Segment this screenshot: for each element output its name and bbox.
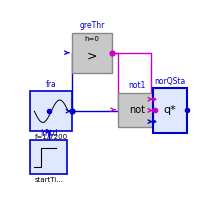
FancyBboxPatch shape [118,93,155,127]
Text: norQSta: norQSta [154,77,186,86]
FancyBboxPatch shape [153,88,187,133]
Text: >: > [87,49,97,62]
Polygon shape [153,109,156,112]
Text: not: not [129,105,145,115]
FancyBboxPatch shape [72,33,112,73]
Text: fra: fra [46,80,57,89]
Text: startTi...: startTi... [34,177,63,183]
Text: not1: not1 [128,81,145,90]
Text: q*: q* [163,105,176,115]
FancyBboxPatch shape [31,140,68,174]
Polygon shape [153,98,156,101]
Text: greThr: greThr [79,21,105,30]
Text: f=1/7200: f=1/7200 [35,134,68,140]
Polygon shape [153,120,156,123]
FancyBboxPatch shape [31,91,72,131]
Text: h=0: h=0 [85,36,100,42]
Text: lmtd: lmtd [40,129,58,138]
